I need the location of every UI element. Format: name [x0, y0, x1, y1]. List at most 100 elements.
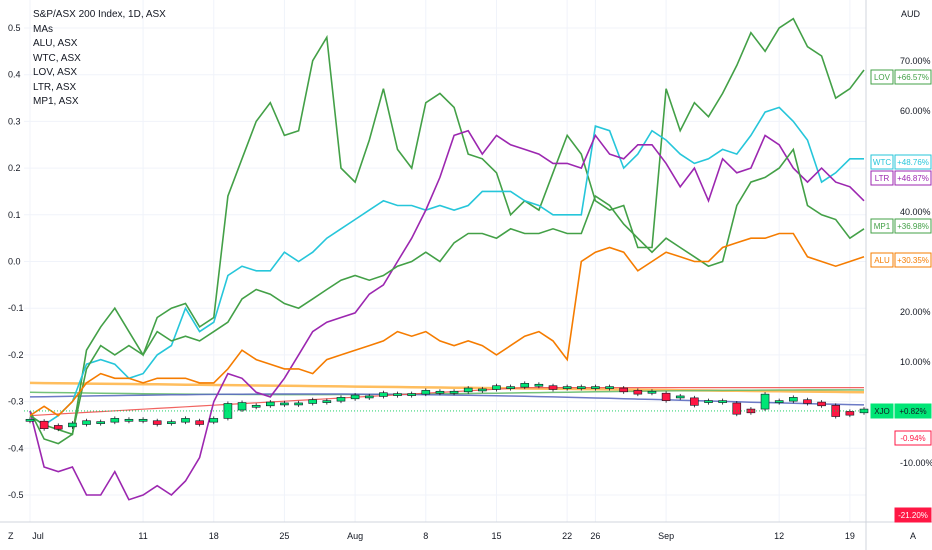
candle-body: [690, 397, 699, 406]
left-axis-tick: 0.1: [8, 210, 21, 220]
badge-value: +66.57%: [897, 73, 929, 82]
badge-label-lov: LOV: [874, 73, 891, 82]
left-axis-tick: 0.0: [8, 257, 21, 267]
candle-body: [322, 400, 332, 403]
right-axis-tick: 10.00%: [900, 357, 931, 367]
candle-body: [336, 397, 346, 402]
series-lines: [29, 17, 865, 501]
candle-body: [449, 390, 459, 394]
badge-label-box: [870, 252, 894, 268]
badge-value-box: [894, 69, 932, 85]
candle-body: [39, 420, 49, 429]
badge-label-mp1: MP1: [874, 222, 891, 231]
x-axis-tick: 22: [562, 531, 572, 541]
right-axis-tick: 40.00%: [900, 207, 931, 217]
legend-item-lov[interactable]: LOV, ASX: [33, 67, 78, 78]
left-axis-tick: 0.4: [8, 70, 21, 80]
series-line-lov: [29, 17, 865, 445]
candle-body: [280, 402, 289, 406]
candle-body: [619, 387, 628, 393]
badge-label-ltr: LTR: [875, 174, 890, 183]
left-axis-tick: 0.5: [8, 23, 21, 33]
x-axis-tick: 15: [491, 531, 501, 541]
badge-value-box: [894, 218, 932, 234]
candle-body: [393, 393, 402, 396]
candle-body: [379, 392, 388, 397]
series-line-wtc: [29, 106, 864, 426]
candle-body: [591, 386, 600, 389]
badge-value: -0.94%: [900, 434, 925, 443]
badge-value: +30.35%: [897, 256, 929, 265]
candle-body: [492, 385, 501, 390]
candle-body: [605, 386, 614, 389]
x-axis-tick: 12: [774, 531, 784, 541]
candle-body: [68, 422, 77, 428]
legend-item-mas[interactable]: MAs: [33, 23, 53, 35]
legend-item-wtc[interactable]: WTC, ASX: [33, 52, 81, 64]
badge-label-box: [870, 154, 894, 170]
candle-body: [237, 402, 247, 411]
candle-body: [817, 401, 826, 407]
badge-value: -21.20%: [898, 511, 928, 520]
zoom-icon: Z: [8, 531, 14, 541]
candle-body: [167, 421, 176, 424]
badge-value-box: [894, 252, 932, 268]
right-badges: LOV +66.57% WTC +48.76% LTR +46.87% MP1 +36.98%…: [870, 69, 932, 523]
badge-label-box: [870, 403, 894, 419]
candle-body: [647, 390, 657, 394]
badge-value-box: [894, 154, 932, 170]
candle-body: [774, 400, 784, 403]
x-axis-tick: Jul: [32, 531, 44, 541]
legend-item-mp1[interactable]: MP1, ASX: [33, 96, 79, 107]
candle-body: [661, 392, 671, 401]
candle-body: [845, 411, 855, 416]
x-axis-tick: Sep: [658, 531, 674, 541]
badge-value-box: [894, 170, 932, 186]
right-axis-tick: 20.00%: [900, 307, 931, 317]
x-axis-tick: 19: [845, 531, 855, 541]
candle-body: [463, 387, 473, 393]
candle-body: [831, 405, 841, 417]
right-axis-tick: 60.00%: [900, 106, 931, 116]
candle-body: [350, 394, 360, 400]
candle-body: [548, 385, 558, 390]
candle-body: [704, 400, 713, 403]
candle-body: [520, 383, 530, 388]
candle-body: [789, 397, 798, 402]
legend-item-ltr[interactable]: LTR, ASX: [33, 81, 77, 93]
badge-value: +48.76%: [897, 158, 929, 167]
x-axis-tick: 18: [209, 531, 219, 541]
badge-label-box: [870, 69, 894, 85]
x-axis-tick: 8: [423, 531, 428, 541]
legend-item-alu[interactable]: ALU, ASX: [33, 38, 78, 49]
moving-averages: [29, 381, 865, 417]
chart-legend: S&P/ASX 200 Index, 1D, ASX MAs ALU, ASX …: [33, 8, 166, 110]
badge-value-box: [894, 403, 932, 419]
candle-body: [110, 418, 120, 423]
badge-value-box: [894, 430, 932, 446]
candle-body: [562, 386, 572, 389]
candle-body: [251, 404, 261, 408]
candle-body: [209, 418, 219, 423]
badge-label-wtc: WTC: [873, 158, 891, 167]
candle-body: [25, 418, 35, 422]
x-axis-tick: Aug: [347, 531, 363, 541]
ma-line-4: [29, 387, 864, 417]
left-axis-tick: 0.2: [8, 163, 21, 173]
candle-body: [53, 425, 63, 430]
candle-body: [96, 421, 105, 424]
left-axis-tick: -0.1: [8, 303, 24, 313]
candle-body: [506, 386, 515, 389]
badge-value: +36.98%: [897, 222, 929, 231]
left-axis-tick: -0.2: [8, 350, 24, 360]
candle-body: [364, 395, 374, 399]
candle-body: [181, 418, 190, 423]
badge-label-box: [870, 170, 894, 186]
candle-body: [435, 390, 445, 394]
auto-scale-icon: A: [910, 531, 916, 541]
candle-body: [732, 402, 742, 415]
candle-body: [675, 395, 685, 399]
left-axis-tick: 0.3: [8, 116, 21, 126]
